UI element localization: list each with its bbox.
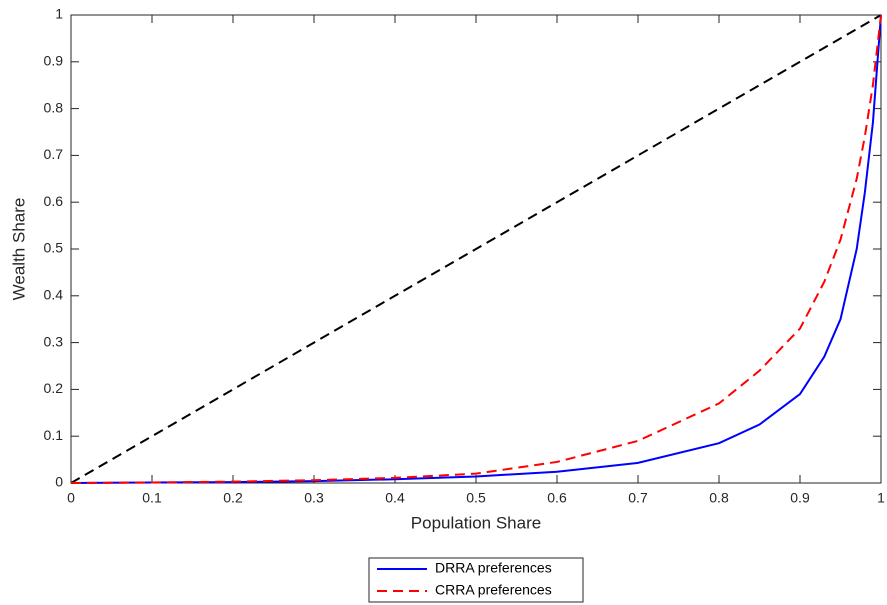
y-tick-label: 0.5 [44,240,64,256]
series-line [70,14,882,484]
y-tick-label: 0.7 [44,146,64,162]
legend-label: DRRA preferences [435,560,552,576]
series-line [70,14,882,484]
x-tick-label: 0.4 [385,490,405,506]
x-tick-label: 0.9 [790,490,810,506]
x-tick-label: 0.3 [304,490,324,506]
x-tick-label: 1 [877,490,885,506]
y-tick-label: 0 [55,474,63,490]
x-tick-label: 0.2 [223,490,243,506]
y-tick-label: 0.9 [44,53,64,69]
x-tick-label: 0.6 [547,490,567,506]
y-tick-label: 0.1 [44,427,64,443]
y-tick-label: 0.2 [44,380,64,396]
x-tick-label: 0.7 [628,490,648,506]
y-axis-title: Wealth Share [9,198,28,301]
y-tick-label: 0.6 [44,193,64,209]
x-tick-label: 0 [67,490,75,506]
x-tick-label: 0.1 [142,490,162,506]
x-tick-label: 0.8 [709,490,729,506]
y-tick-label: 0.4 [44,287,64,303]
x-axis-title: Population Share [411,513,541,532]
legend-label: CRRA preferences [435,582,552,598]
y-tick-label: 0.8 [44,99,64,115]
x-tick-label: 0.5 [466,490,486,506]
legend-box [368,557,584,603]
y-tick-label: 0.3 [44,333,64,349]
y-tick-label: 1 [55,6,63,22]
